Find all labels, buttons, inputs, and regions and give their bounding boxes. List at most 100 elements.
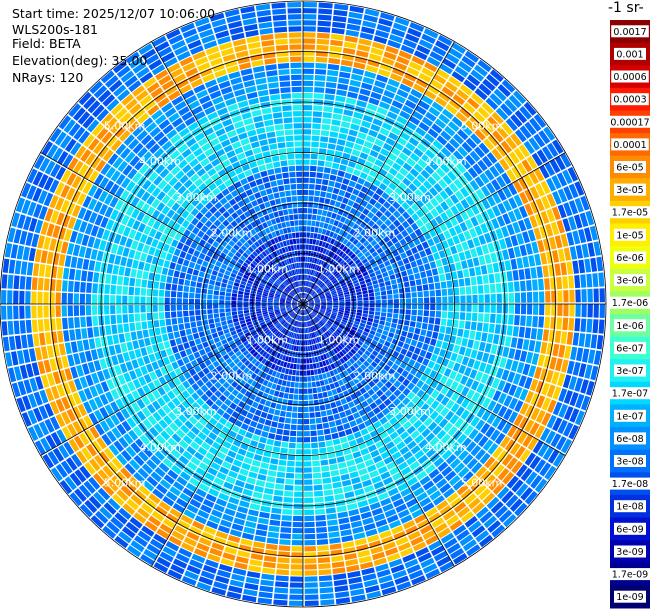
ppi-bin xyxy=(435,340,443,348)
ppi-bin xyxy=(532,316,538,328)
ppi-bin xyxy=(328,421,336,428)
ppi-bin xyxy=(173,270,180,278)
ppi-bin xyxy=(303,117,312,123)
ppi-bin xyxy=(331,119,341,126)
ppi-bin xyxy=(405,142,416,152)
ppi-bin xyxy=(403,320,410,326)
ppi-bin xyxy=(448,76,462,88)
ppi-bin xyxy=(124,267,131,277)
ppi-bin xyxy=(395,172,405,181)
ppi-bin xyxy=(328,531,340,538)
ppi-bin xyxy=(309,406,315,412)
ppi-bin xyxy=(389,105,401,115)
ppi-bin xyxy=(372,178,381,187)
ppi-bin xyxy=(13,305,19,320)
ppi-bin xyxy=(422,358,430,367)
ppi-bin xyxy=(424,336,431,345)
ppi-bin xyxy=(361,120,372,129)
ppi-bin xyxy=(563,304,569,317)
ppi-bin xyxy=(338,133,348,140)
ppi-bin xyxy=(492,205,501,217)
ppi-bin xyxy=(335,214,342,221)
ppi-bin xyxy=(310,153,318,160)
ppi-bin xyxy=(516,257,524,269)
ppi-bin xyxy=(165,347,173,356)
ppi-bin xyxy=(175,263,182,272)
ppi-bin xyxy=(387,299,393,304)
ppi-bin xyxy=(406,172,416,182)
ppi-bin xyxy=(366,135,376,143)
ppi-bin xyxy=(363,274,370,280)
ppi-bin xyxy=(306,295,311,300)
ppi-bin xyxy=(376,247,384,254)
ppi-bin xyxy=(268,464,278,471)
ppi-bin xyxy=(405,249,413,257)
ppi-bin xyxy=(536,149,548,164)
ppi-bin xyxy=(353,61,366,70)
ppi-bin xyxy=(408,255,415,263)
ppi-bin xyxy=(365,203,374,211)
ppi-bin xyxy=(37,305,43,318)
ppi-bin xyxy=(570,346,578,361)
ppi-bin xyxy=(504,336,512,347)
ppi-bin xyxy=(465,312,472,321)
ppi-bin xyxy=(345,29,360,37)
ppi-bin xyxy=(379,62,393,72)
ppi-bin xyxy=(333,579,348,587)
ppi-bin xyxy=(455,261,462,271)
ppi-bin xyxy=(308,190,315,196)
ppi-bin xyxy=(470,321,477,331)
ppi-bin xyxy=(316,172,323,179)
ppi-bin xyxy=(293,509,303,516)
ppi-bin xyxy=(361,146,371,155)
ppi-bin xyxy=(322,276,327,282)
ppi-bin xyxy=(482,323,489,333)
ppi-bin xyxy=(333,302,339,304)
ppi-bin xyxy=(298,406,303,413)
ppi-bin xyxy=(323,288,329,292)
ppi-bin xyxy=(535,213,544,226)
ppi-bin xyxy=(209,323,216,329)
ppi-bin xyxy=(303,214,308,220)
ppi-bin xyxy=(569,289,575,303)
ppi-bin xyxy=(368,311,375,315)
ppi-bin xyxy=(314,245,319,252)
ppi-bin xyxy=(75,269,82,281)
ppi-bin xyxy=(469,267,476,277)
ppi-bin xyxy=(318,569,332,576)
ppi-bin xyxy=(171,318,178,325)
ppi-bin xyxy=(556,172,568,187)
ppi-bin xyxy=(441,341,449,350)
ppi-bin xyxy=(132,340,140,350)
ppi-bin xyxy=(362,20,377,29)
ppi-bin xyxy=(325,507,336,514)
ppi-bin xyxy=(333,220,340,227)
ppi-bin xyxy=(303,293,306,299)
ppi-bin xyxy=(326,264,331,270)
ppi-bin xyxy=(435,96,448,107)
ppi-bin xyxy=(545,291,551,303)
ppi-bin xyxy=(424,133,435,144)
ppi-bin xyxy=(232,314,238,319)
ppi-bin xyxy=(439,325,446,334)
ppi-bin xyxy=(307,376,312,382)
ppi-bin xyxy=(67,305,73,317)
ppi-bin xyxy=(349,79,361,88)
ppi-bin xyxy=(466,258,474,268)
ppi-bin xyxy=(430,208,439,218)
ppi-bin xyxy=(361,82,373,91)
ppi-bin xyxy=(557,204,567,219)
ppi-bin xyxy=(477,106,490,119)
ppi-bin xyxy=(322,391,328,398)
ppi-bin xyxy=(312,277,317,283)
ppi-bin xyxy=(439,190,449,200)
ppi-bin xyxy=(315,178,322,185)
ppi-bin xyxy=(261,304,267,307)
ppi-bin xyxy=(311,381,317,388)
ppi-bin xyxy=(319,447,327,454)
ppi-bin xyxy=(322,248,327,254)
ppi-bin xyxy=(415,105,427,116)
ppi-bin xyxy=(536,328,544,341)
ppi-bin xyxy=(341,535,354,543)
ppi-bin xyxy=(264,400,272,407)
